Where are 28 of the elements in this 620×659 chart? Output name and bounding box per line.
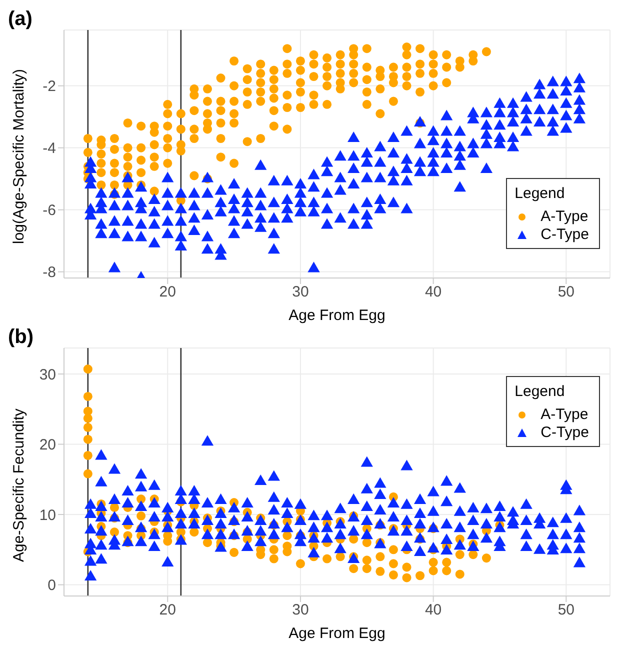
chart-title: (a): [8, 8, 32, 31]
y-axis-title: log(Age-Specific Mortality): [10, 68, 28, 244]
chart-title: (b): [8, 326, 34, 349]
y-tick-label: -4: [42, 140, 56, 158]
y-tick-label: -8: [42, 264, 56, 282]
x-tick-label: 50: [558, 602, 575, 619]
legend-label: C-Type: [540, 226, 589, 244]
x-tick-label: 50: [558, 284, 575, 301]
y-tick-label: 30: [39, 366, 56, 384]
x-tick-label: 30: [292, 602, 309, 619]
y-tick-label: -6: [42, 202, 56, 220]
x-tick-label: 20: [159, 602, 176, 619]
y-tick-label: -2: [42, 78, 56, 96]
legend-label: A-Type: [540, 406, 588, 424]
x-axis-title: Age From Egg: [288, 307, 386, 324]
x-tick-label: 40: [424, 602, 442, 619]
x-tick-label: 30: [292, 284, 309, 301]
legend-title: Legend: [514, 383, 566, 400]
x-axis-title: Age From Egg: [288, 625, 386, 642]
x-tick-label: 40: [424, 284, 442, 301]
x-tick-label: 20: [159, 284, 176, 301]
y-tick-label: 10: [39, 506, 56, 524]
y-axis-title: Age-Specific Fecundity: [10, 408, 28, 562]
y-tick-label: 20: [39, 436, 56, 454]
legend-title: Legend: [514, 185, 566, 202]
y-tick-label: 0: [48, 577, 56, 594]
legend-label: A-Type: [540, 208, 588, 226]
legend-label: C-Type: [540, 424, 589, 442]
